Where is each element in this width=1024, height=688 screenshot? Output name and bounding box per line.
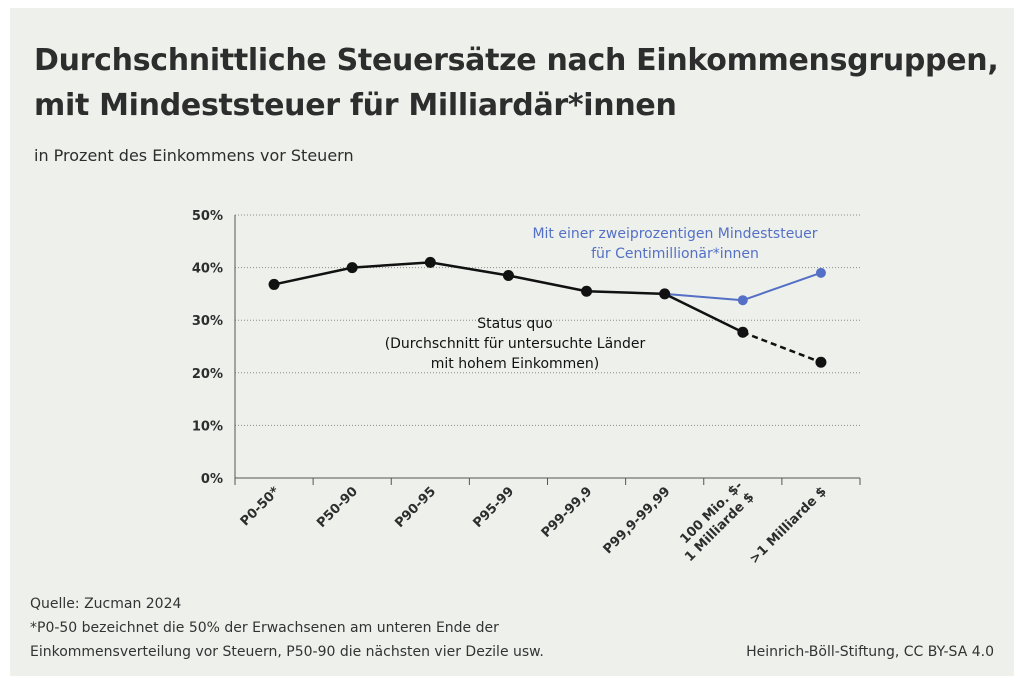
min-tax-line-segment (664, 292, 743, 302)
status-quo-point (268, 278, 280, 290)
x-tick-label-line: P99-99,9 (539, 484, 596, 541)
min-tax-point (737, 295, 748, 306)
status-quo-line-segment (352, 261, 431, 269)
y-tick-label: 0% (201, 472, 223, 487)
min-tax-line-segment (742, 271, 822, 302)
status-quo-line-segment (273, 266, 353, 286)
status-quo-point (815, 356, 827, 368)
chart-subtitle: in Prozent des Einkommens vor Steuern (34, 146, 354, 165)
y-tick-label: 50% (192, 209, 223, 224)
status-quo-annotation-line: Status quo (477, 316, 552, 332)
status-quo-annotation-line: (Durchschnitt für untersuchte Länder (385, 336, 646, 352)
chart-title-line-1: Durchschnittliche Steuersätze nach Einko… (34, 43, 999, 78)
x-tick-label: P95-99 (471, 484, 518, 531)
y-tick-label: 30% (192, 314, 223, 329)
x-tick-label: P50-90 (314, 484, 361, 531)
status-quo-annotation-line: mit hohem Einkommen) (431, 356, 600, 372)
status-quo-dashed-segment (742, 331, 822, 364)
y-tick-label: 40% (192, 262, 223, 277)
x-tick-label: P99-99,9 (539, 484, 596, 541)
y-tick-label: 20% (192, 367, 223, 382)
status-quo-point (424, 256, 436, 268)
status-quo-point (346, 262, 358, 274)
x-tick-label: P99,9-99,99 (601, 484, 674, 557)
y-tick-label: 10% (192, 419, 223, 434)
source-note: Quelle: Zucman 2024 (30, 596, 182, 612)
x-tick-label-line: P99,9-99,99 (601, 484, 674, 557)
x-tick-label-line: P50-90 (314, 484, 361, 531)
x-tick-label: 100 Mio. $-1 Milliarde $ (671, 479, 757, 565)
status-quo-point (737, 326, 749, 338)
chart-title-line-2: mit Mindeststeuer für Milliardär*innen (34, 88, 677, 123)
x-tick-label: >1 Milliarde $ (747, 484, 830, 567)
status-quo-point (502, 269, 514, 281)
min-tax-annotation-line: Mit einer zweiprozentigen Mindeststeuer (532, 226, 817, 242)
status-quo-point (581, 285, 593, 297)
status-quo-point (659, 288, 671, 300)
footnote-line-2: Einkommensverteilung vor Steuern, P50-90… (30, 644, 544, 660)
line-chart: 0% 10% 20% 30% 40% 50% P0-50* P50-90 P90-95 P95-9… (192, 209, 861, 567)
x-tick-label-line: >1 Milliarde $ (747, 484, 830, 567)
min-tax-point (815, 267, 826, 278)
status-quo-line-segment (586, 290, 665, 296)
credit-note: Heinrich-Böll-Stiftung, CC BY-SA 4.0 (746, 644, 994, 660)
x-tick-label-line: P90-95 (392, 484, 439, 531)
footnote-line-1: *P0-50 bezeichnet die 50% der Erwachsene… (30, 620, 499, 636)
status-quo-line-segment (664, 292, 744, 334)
chart-title: Durchschnittliche Steuersätze nach Einko… (34, 38, 999, 128)
chart-card: Durchschnittliche Steuersätze nach Einko… (10, 8, 1014, 676)
status-quo-line-segment (430, 261, 509, 277)
status-quo-line-segment (508, 274, 587, 293)
x-tick-label: P0-50* (238, 484, 283, 529)
x-tick-label-line: P95-99 (471, 484, 518, 531)
min-tax-annotation-line: für Centimillionär*innen (591, 246, 759, 262)
x-tick-label-line: P0-50* (238, 484, 283, 529)
x-tick-label: P90-95 (392, 484, 439, 531)
